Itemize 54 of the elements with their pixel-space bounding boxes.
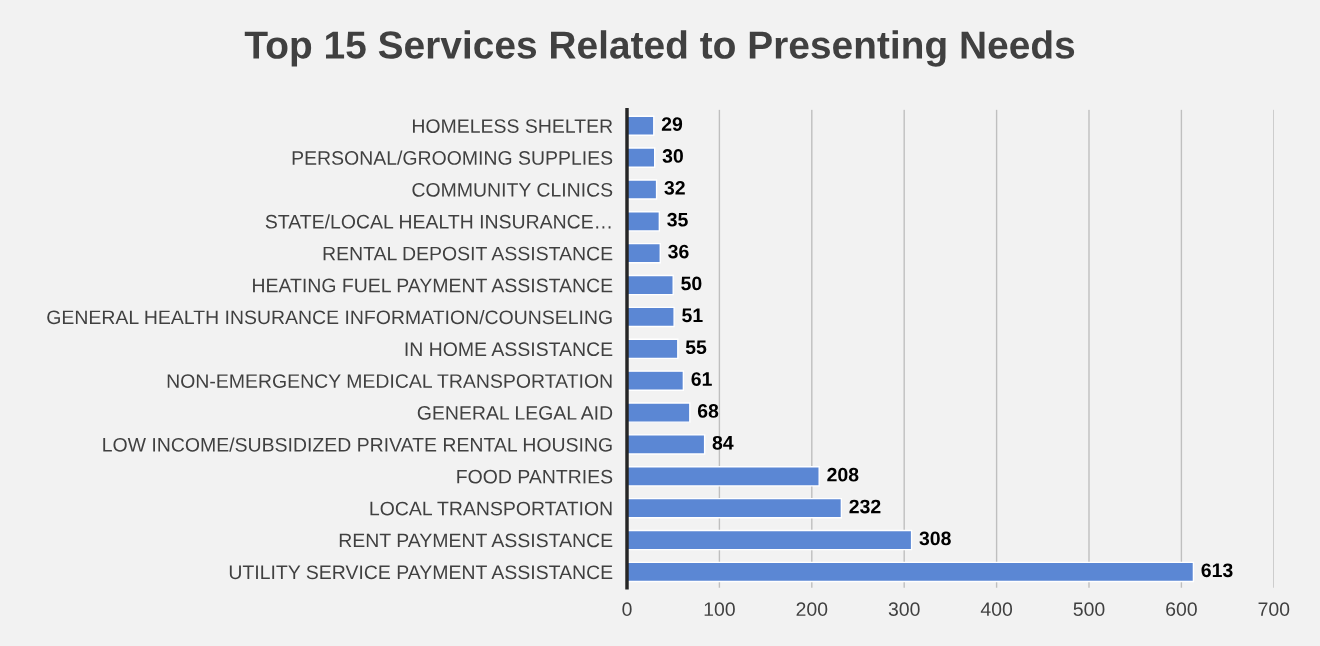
data-label: 308 [919, 531, 951, 546]
data-label: 35 [667, 212, 688, 227]
bar [627, 370, 685, 391]
data-label: 36 [668, 244, 689, 259]
data-label: 32 [664, 180, 685, 195]
data-label: 68 [697, 404, 719, 418]
y-tick-label: STATE/LOCAL HEALTH INSURANCE… [265, 214, 611, 229]
bar [627, 434, 706, 455]
y-tick-label: GENERAL LEGAL AID [417, 406, 613, 420]
x-tick-label: 600 [1166, 602, 1197, 617]
x-tick-label: 200 [796, 602, 828, 617]
y-tick-label: PERSONAL/GROOMING SUPPLIES [292, 150, 613, 165]
bar [627, 147, 656, 168]
x-tick-label: 0 [622, 602, 632, 617]
x-tick-label: 400 [980, 602, 1013, 617]
bar [627, 115, 655, 137]
bar [627, 466, 820, 487]
bar [627, 242, 661, 264]
y-tick-label: HOMELESS SHELTER [413, 119, 613, 133]
bar [627, 402, 691, 423]
bar [627, 211, 661, 232]
bar [627, 179, 658, 200]
data-label: 30 [662, 149, 683, 163]
y-tick-label: RENTAL DEPOSIT ASSISTANCE [323, 246, 613, 261]
data-label: 50 [681, 276, 702, 291]
bar [627, 529, 913, 551]
y-tick-label: RENT PAYMENT ASSISTANCE [339, 533, 613, 548]
x-tick-label: 100 [704, 602, 735, 617]
data-label: 29 [661, 117, 683, 131]
data-label: 61 [691, 372, 712, 386]
data-label: 232 [849, 499, 881, 514]
data-label: 51 [682, 308, 703, 323]
y-tick-label: LOCAL TRANSPORTATION [370, 501, 612, 516]
x-tick-label: 700 [1258, 602, 1290, 617]
x-tick-label: 500 [1073, 602, 1105, 617]
y-tick-label: FOOD PANTRIES [457, 469, 613, 484]
bar [627, 274, 674, 296]
chart-title: Top 15 Services Related to Presenting Needs [244, 30, 1075, 67]
bar [627, 561, 1195, 583]
bar [627, 306, 675, 328]
bar [627, 338, 679, 360]
data-label: 208 [827, 467, 859, 482]
y-tick-label: LOW INCOME/SUBSIDIZED PRIVATE RENTAL HOUSING [103, 437, 612, 452]
data-label: 55 [685, 340, 707, 355]
y-tick-label: COMMUNITY CLINICS [412, 182, 613, 197]
y-tick-label: NON-EMERGENCY MEDICAL TRANSPORTATION [167, 374, 612, 388]
y-tick-label: HEATING FUEL PAYMENT ASSISTANCE [253, 278, 613, 293]
y-tick-label: IN HOME ASSISTANCE [405, 342, 613, 357]
y-tick-label: UTILITY SERVICE PAYMENT ASSISTANCE [229, 565, 613, 580]
data-label: 84 [712, 435, 734, 450]
data-label: 613 [1201, 563, 1233, 578]
bar [627, 497, 843, 519]
x-tick-label: 300 [888, 602, 920, 617]
y-tick-label: GENERAL HEALTH INSURANCE INFORMATION/COUNSELING [47, 309, 612, 325]
